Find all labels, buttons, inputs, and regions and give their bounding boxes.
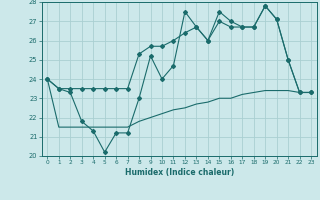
X-axis label: Humidex (Indice chaleur): Humidex (Indice chaleur) bbox=[124, 168, 234, 177]
